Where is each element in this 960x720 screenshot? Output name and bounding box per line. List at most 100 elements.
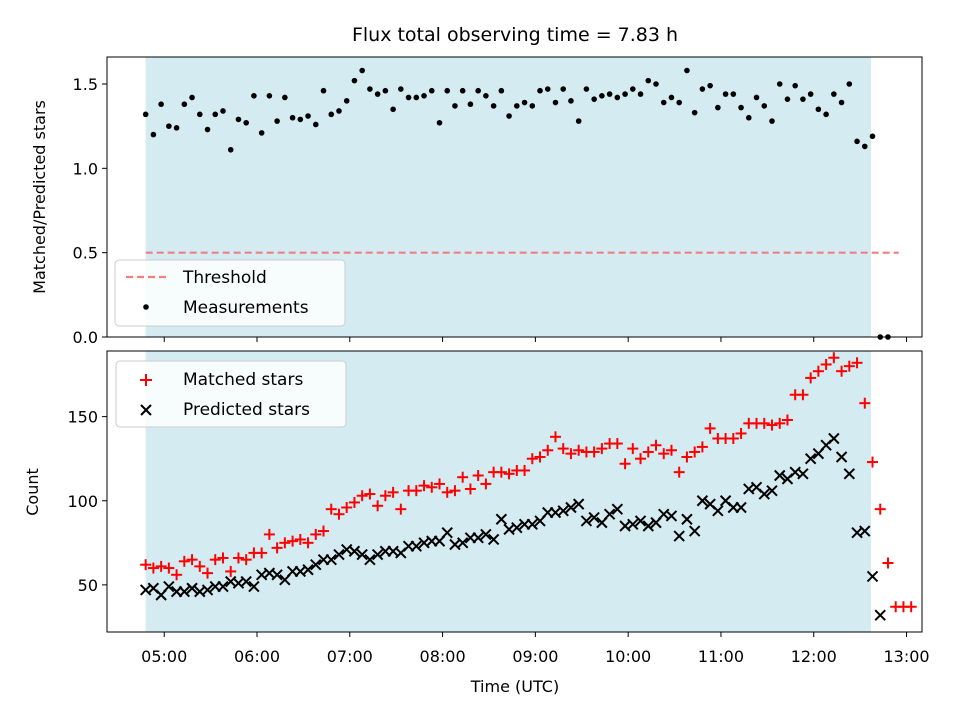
measurement-point (320, 87, 327, 94)
predicted-star-point (217, 580, 229, 593)
measurement-point (792, 82, 798, 89)
matched-star-point (542, 444, 554, 456)
top-y-tick-label: 0.0 (73, 328, 98, 347)
matched-star-point (341, 501, 353, 513)
measurement-point (428, 87, 435, 94)
measurement-point (490, 103, 497, 109)
predicted-star-point (712, 505, 724, 517)
measurement-point (328, 111, 335, 118)
measurement-point (730, 91, 737, 97)
matched-star-point (619, 458, 631, 470)
matched-star-point (836, 365, 848, 377)
measurement-point (343, 98, 350, 104)
predicted-star-point (588, 511, 600, 524)
matched-star-point (302, 537, 314, 549)
predicted-star-point (410, 540, 423, 552)
matched-star-point (310, 528, 322, 540)
matched-star-point (147, 562, 159, 574)
measurement-point (212, 111, 219, 118)
measurement-point (475, 87, 481, 94)
measurement-point (142, 111, 149, 118)
predicted-star-point (627, 518, 639, 531)
matched-star-point (797, 389, 809, 401)
predicted-star-point (310, 558, 322, 571)
predicted-star-point (565, 501, 577, 514)
matched-star-point (573, 444, 585, 456)
measurement-point (800, 96, 806, 102)
matched-star-point (596, 443, 608, 455)
measurement-point (761, 103, 768, 109)
matched-star-point (441, 486, 453, 498)
measurement-point (498, 87, 505, 94)
top-legend-box (114, 259, 346, 327)
measurement-point (776, 81, 783, 87)
measurement-point (614, 94, 621, 101)
matched-star-point (526, 453, 538, 465)
measurement-point (684, 67, 690, 74)
predicted-star-point (580, 515, 593, 527)
measurement-point (861, 143, 868, 150)
predicted-star-point (835, 451, 848, 463)
measurement-point (297, 116, 304, 123)
legend-measurements-label: Measurements (183, 298, 309, 318)
matched-star-point (426, 481, 438, 493)
matched-star-point (696, 441, 708, 453)
matched-star-point (318, 525, 330, 537)
predicted-star-point (163, 580, 175, 593)
predicted-star-point (766, 484, 778, 497)
matched-star-point (480, 478, 492, 490)
predicted-star-point (774, 469, 786, 482)
measurement-point (274, 118, 280, 124)
predicted-star-point (673, 530, 685, 542)
measurement-point (869, 133, 876, 140)
x-axis-label: Time (UTC) (470, 677, 559, 696)
predicted-star-point (472, 532, 484, 544)
predicted-star-point (441, 527, 453, 539)
measurements-points (142, 67, 891, 340)
measurement-point (514, 103, 520, 109)
measurement-point (622, 91, 628, 97)
predicted-star-point (495, 513, 508, 525)
x-tick-label: 10:00 (605, 647, 651, 666)
predicted-star-point (611, 503, 624, 515)
measurement-point (653, 81, 659, 87)
matched-star-point (565, 448, 577, 460)
matched-star-point (240, 554, 252, 566)
x-tick-label: 11:00 (698, 647, 744, 666)
top-y-axis-label: Matched/Predicted stars (30, 100, 49, 294)
predicted-star-point (642, 520, 654, 532)
matched-star-point (642, 446, 654, 458)
matched-star-point (843, 360, 855, 372)
matched-star-point (635, 453, 647, 465)
measurement-point (606, 91, 613, 97)
measurement-point (305, 113, 311, 119)
measurement-point (599, 92, 605, 99)
predicted-star-point (487, 533, 500, 546)
measurement-point (521, 99, 528, 106)
measurement-point (575, 118, 582, 124)
bottom-legend: Matched stars Predicted stars (115, 360, 347, 428)
predicted-star-point (634, 515, 647, 527)
matched-star-point (611, 438, 623, 450)
matched-star-point (681, 451, 693, 463)
measurement-point (351, 77, 358, 84)
predicted-star-point (758, 488, 770, 500)
bottom-legend-box (115, 360, 347, 428)
x-tick-label: 09:00 (512, 647, 558, 666)
bottom-y-tick-label: 100 (67, 492, 98, 511)
measurement-point (359, 67, 365, 74)
predicted-star-point (526, 518, 538, 531)
top-legend: Threshold Measurements (114, 259, 346, 327)
measurement-point (166, 123, 172, 129)
measurement-point (336, 108, 342, 114)
bottom-y-axis-label: Count (23, 468, 42, 516)
matched-star-point (727, 432, 739, 444)
predicted-star-point (186, 582, 198, 594)
measurement-point (196, 111, 203, 118)
predicted-star-point (828, 432, 840, 445)
measurement-point (591, 96, 597, 102)
matched-star-point (209, 554, 221, 566)
predicted-star-point (797, 468, 809, 480)
matched-star-point (194, 560, 206, 572)
matched-star-point (418, 480, 430, 492)
